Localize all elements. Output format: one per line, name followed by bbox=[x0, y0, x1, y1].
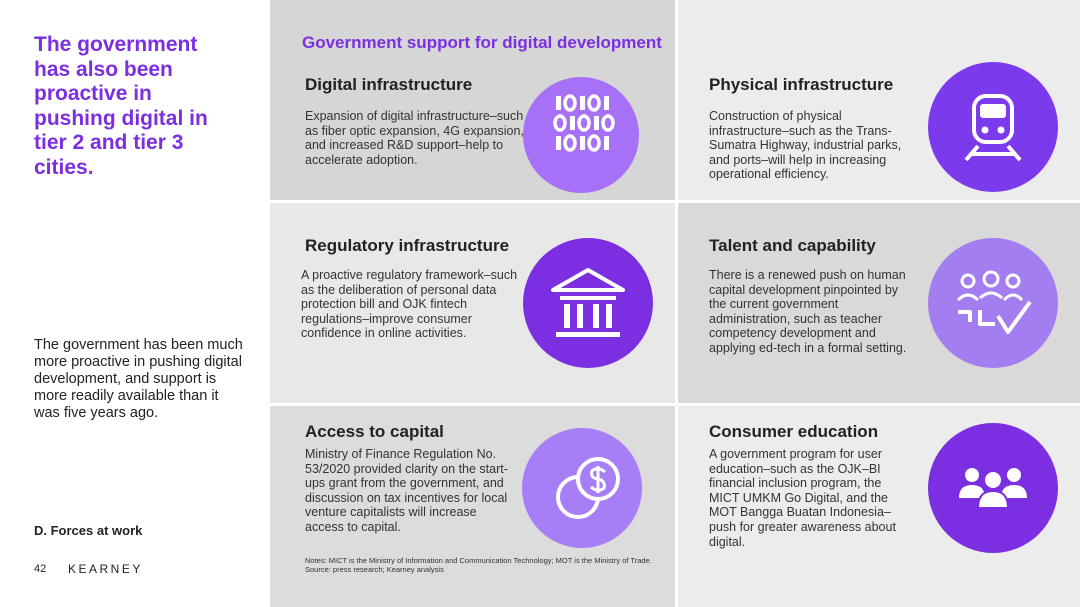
card-text: There is a renewed push on human capital… bbox=[709, 268, 907, 355]
brand: KEARNEY bbox=[68, 562, 143, 576]
card-heading: Consumer education bbox=[709, 422, 879, 441]
icon-talent bbox=[928, 238, 1058, 368]
panel-title: Government support for digital developme… bbox=[302, 33, 662, 52]
icon-bank bbox=[523, 238, 653, 368]
headline: The government has also been proactive i… bbox=[34, 33, 208, 179]
icon-education bbox=[928, 423, 1058, 553]
page-number: 42 bbox=[34, 563, 47, 575]
body-text: The government has been much more proact… bbox=[34, 337, 243, 421]
section-label: D. Forces at work bbox=[34, 523, 143, 538]
note-line: Source: press research; Kearney analysis bbox=[305, 565, 444, 574]
card-text: A proactive regulatory framework–such as… bbox=[301, 268, 518, 341]
card-text: Ministry of Finance Regulation No. 53/20… bbox=[305, 447, 508, 534]
icon-train bbox=[928, 62, 1058, 192]
card-text: A government program for user education–… bbox=[709, 447, 896, 549]
icon-capital bbox=[522, 428, 642, 548]
card-text: Construction of physical infrastructure–… bbox=[709, 109, 902, 182]
card-heading: Access to capital bbox=[305, 422, 444, 441]
card-heading: Talent and capability bbox=[709, 236, 876, 255]
card-heading: Physical infrastructure bbox=[709, 75, 894, 94]
icon-digital bbox=[523, 77, 639, 193]
card-text: Expansion of digital infrastructure–such… bbox=[305, 109, 524, 167]
notes: Notes: MICT is the Ministry of Informati… bbox=[305, 556, 685, 574]
card-heading: Digital infrastructure bbox=[305, 75, 473, 94]
note-line: Notes: MICT is the Ministry of Informati… bbox=[305, 556, 652, 565]
card-heading: Regulatory infrastructure bbox=[305, 236, 510, 255]
